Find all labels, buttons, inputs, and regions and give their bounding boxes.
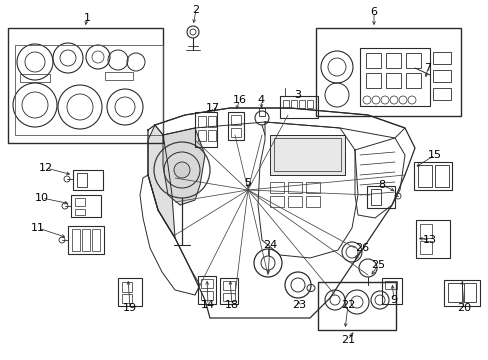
- Bar: [443, 280, 479, 306]
- Bar: [72, 229, 80, 251]
- Bar: [432, 88, 450, 100]
- Bar: [122, 282, 132, 292]
- Bar: [122, 294, 132, 303]
- Text: 10: 10: [35, 193, 49, 203]
- Bar: [417, 165, 431, 187]
- Text: 18: 18: [224, 300, 239, 310]
- Text: 25: 25: [370, 260, 384, 270]
- Bar: [201, 291, 213, 300]
- Bar: [405, 73, 420, 88]
- Text: 8: 8: [378, 180, 385, 190]
- Text: 6: 6: [370, 7, 377, 17]
- Bar: [15, 45, 163, 135]
- Polygon shape: [148, 125, 175, 238]
- Bar: [207, 130, 216, 141]
- Text: 5: 5: [244, 178, 251, 188]
- Text: 23: 23: [291, 300, 305, 310]
- Bar: [306, 100, 312, 108]
- Text: 22: 22: [340, 300, 354, 310]
- Bar: [305, 196, 319, 207]
- Bar: [198, 116, 205, 127]
- Bar: [71, 195, 101, 217]
- Bar: [269, 182, 284, 193]
- Text: 2: 2: [192, 5, 199, 15]
- Bar: [463, 283, 475, 302]
- Text: 19: 19: [122, 303, 137, 313]
- Text: 17: 17: [205, 103, 220, 113]
- Bar: [73, 170, 103, 190]
- Text: 11: 11: [31, 223, 45, 233]
- Bar: [198, 276, 216, 304]
- Bar: [287, 196, 302, 207]
- Bar: [201, 279, 213, 288]
- Bar: [220, 278, 238, 304]
- Bar: [8, 28, 163, 143]
- Bar: [290, 100, 296, 108]
- Bar: [413, 162, 451, 190]
- Bar: [230, 115, 241, 125]
- Text: 13: 13: [422, 235, 436, 245]
- Bar: [385, 53, 400, 68]
- Bar: [432, 52, 450, 64]
- Bar: [223, 281, 235, 290]
- Text: 20: 20: [456, 303, 470, 313]
- Bar: [415, 220, 449, 258]
- Bar: [198, 130, 205, 141]
- Text: 21: 21: [340, 335, 354, 345]
- Bar: [105, 72, 133, 80]
- Bar: [305, 182, 319, 193]
- Bar: [118, 278, 142, 306]
- Bar: [230, 128, 241, 137]
- Bar: [365, 73, 380, 88]
- Bar: [92, 229, 100, 251]
- Text: 16: 16: [232, 95, 246, 105]
- Bar: [77, 173, 87, 187]
- Bar: [269, 196, 284, 207]
- Text: 1: 1: [83, 13, 90, 23]
- Bar: [385, 73, 400, 88]
- Bar: [227, 112, 244, 140]
- Bar: [432, 70, 450, 82]
- Text: 15: 15: [427, 150, 441, 160]
- Text: 14: 14: [201, 300, 215, 310]
- Bar: [359, 48, 429, 106]
- Text: 7: 7: [424, 63, 431, 73]
- Bar: [75, 198, 85, 206]
- Bar: [287, 182, 302, 193]
- Text: 9: 9: [389, 295, 397, 305]
- Bar: [269, 135, 345, 175]
- Bar: [434, 165, 448, 187]
- Bar: [419, 241, 431, 254]
- Text: 24: 24: [263, 240, 277, 250]
- Bar: [405, 53, 420, 68]
- Text: 12: 12: [39, 163, 53, 173]
- Text: 26: 26: [354, 243, 368, 253]
- Bar: [381, 278, 401, 304]
- Bar: [419, 224, 431, 238]
- Text: 3: 3: [294, 90, 301, 100]
- Bar: [207, 116, 216, 127]
- Bar: [75, 209, 85, 215]
- Bar: [365, 53, 380, 68]
- Bar: [82, 229, 90, 251]
- Text: 4: 4: [257, 95, 264, 105]
- Bar: [384, 281, 396, 289]
- Bar: [259, 108, 264, 116]
- Bar: [195, 112, 217, 147]
- Bar: [68, 226, 104, 254]
- Bar: [298, 100, 305, 108]
- Bar: [223, 293, 235, 301]
- Polygon shape: [163, 128, 204, 205]
- Bar: [366, 186, 394, 208]
- Bar: [20, 74, 50, 82]
- Bar: [447, 283, 461, 302]
- Circle shape: [174, 162, 190, 178]
- Bar: [273, 138, 340, 171]
- Bar: [370, 189, 380, 205]
- Bar: [315, 28, 460, 116]
- Bar: [280, 96, 317, 118]
- Bar: [317, 282, 395, 330]
- Bar: [283, 100, 288, 108]
